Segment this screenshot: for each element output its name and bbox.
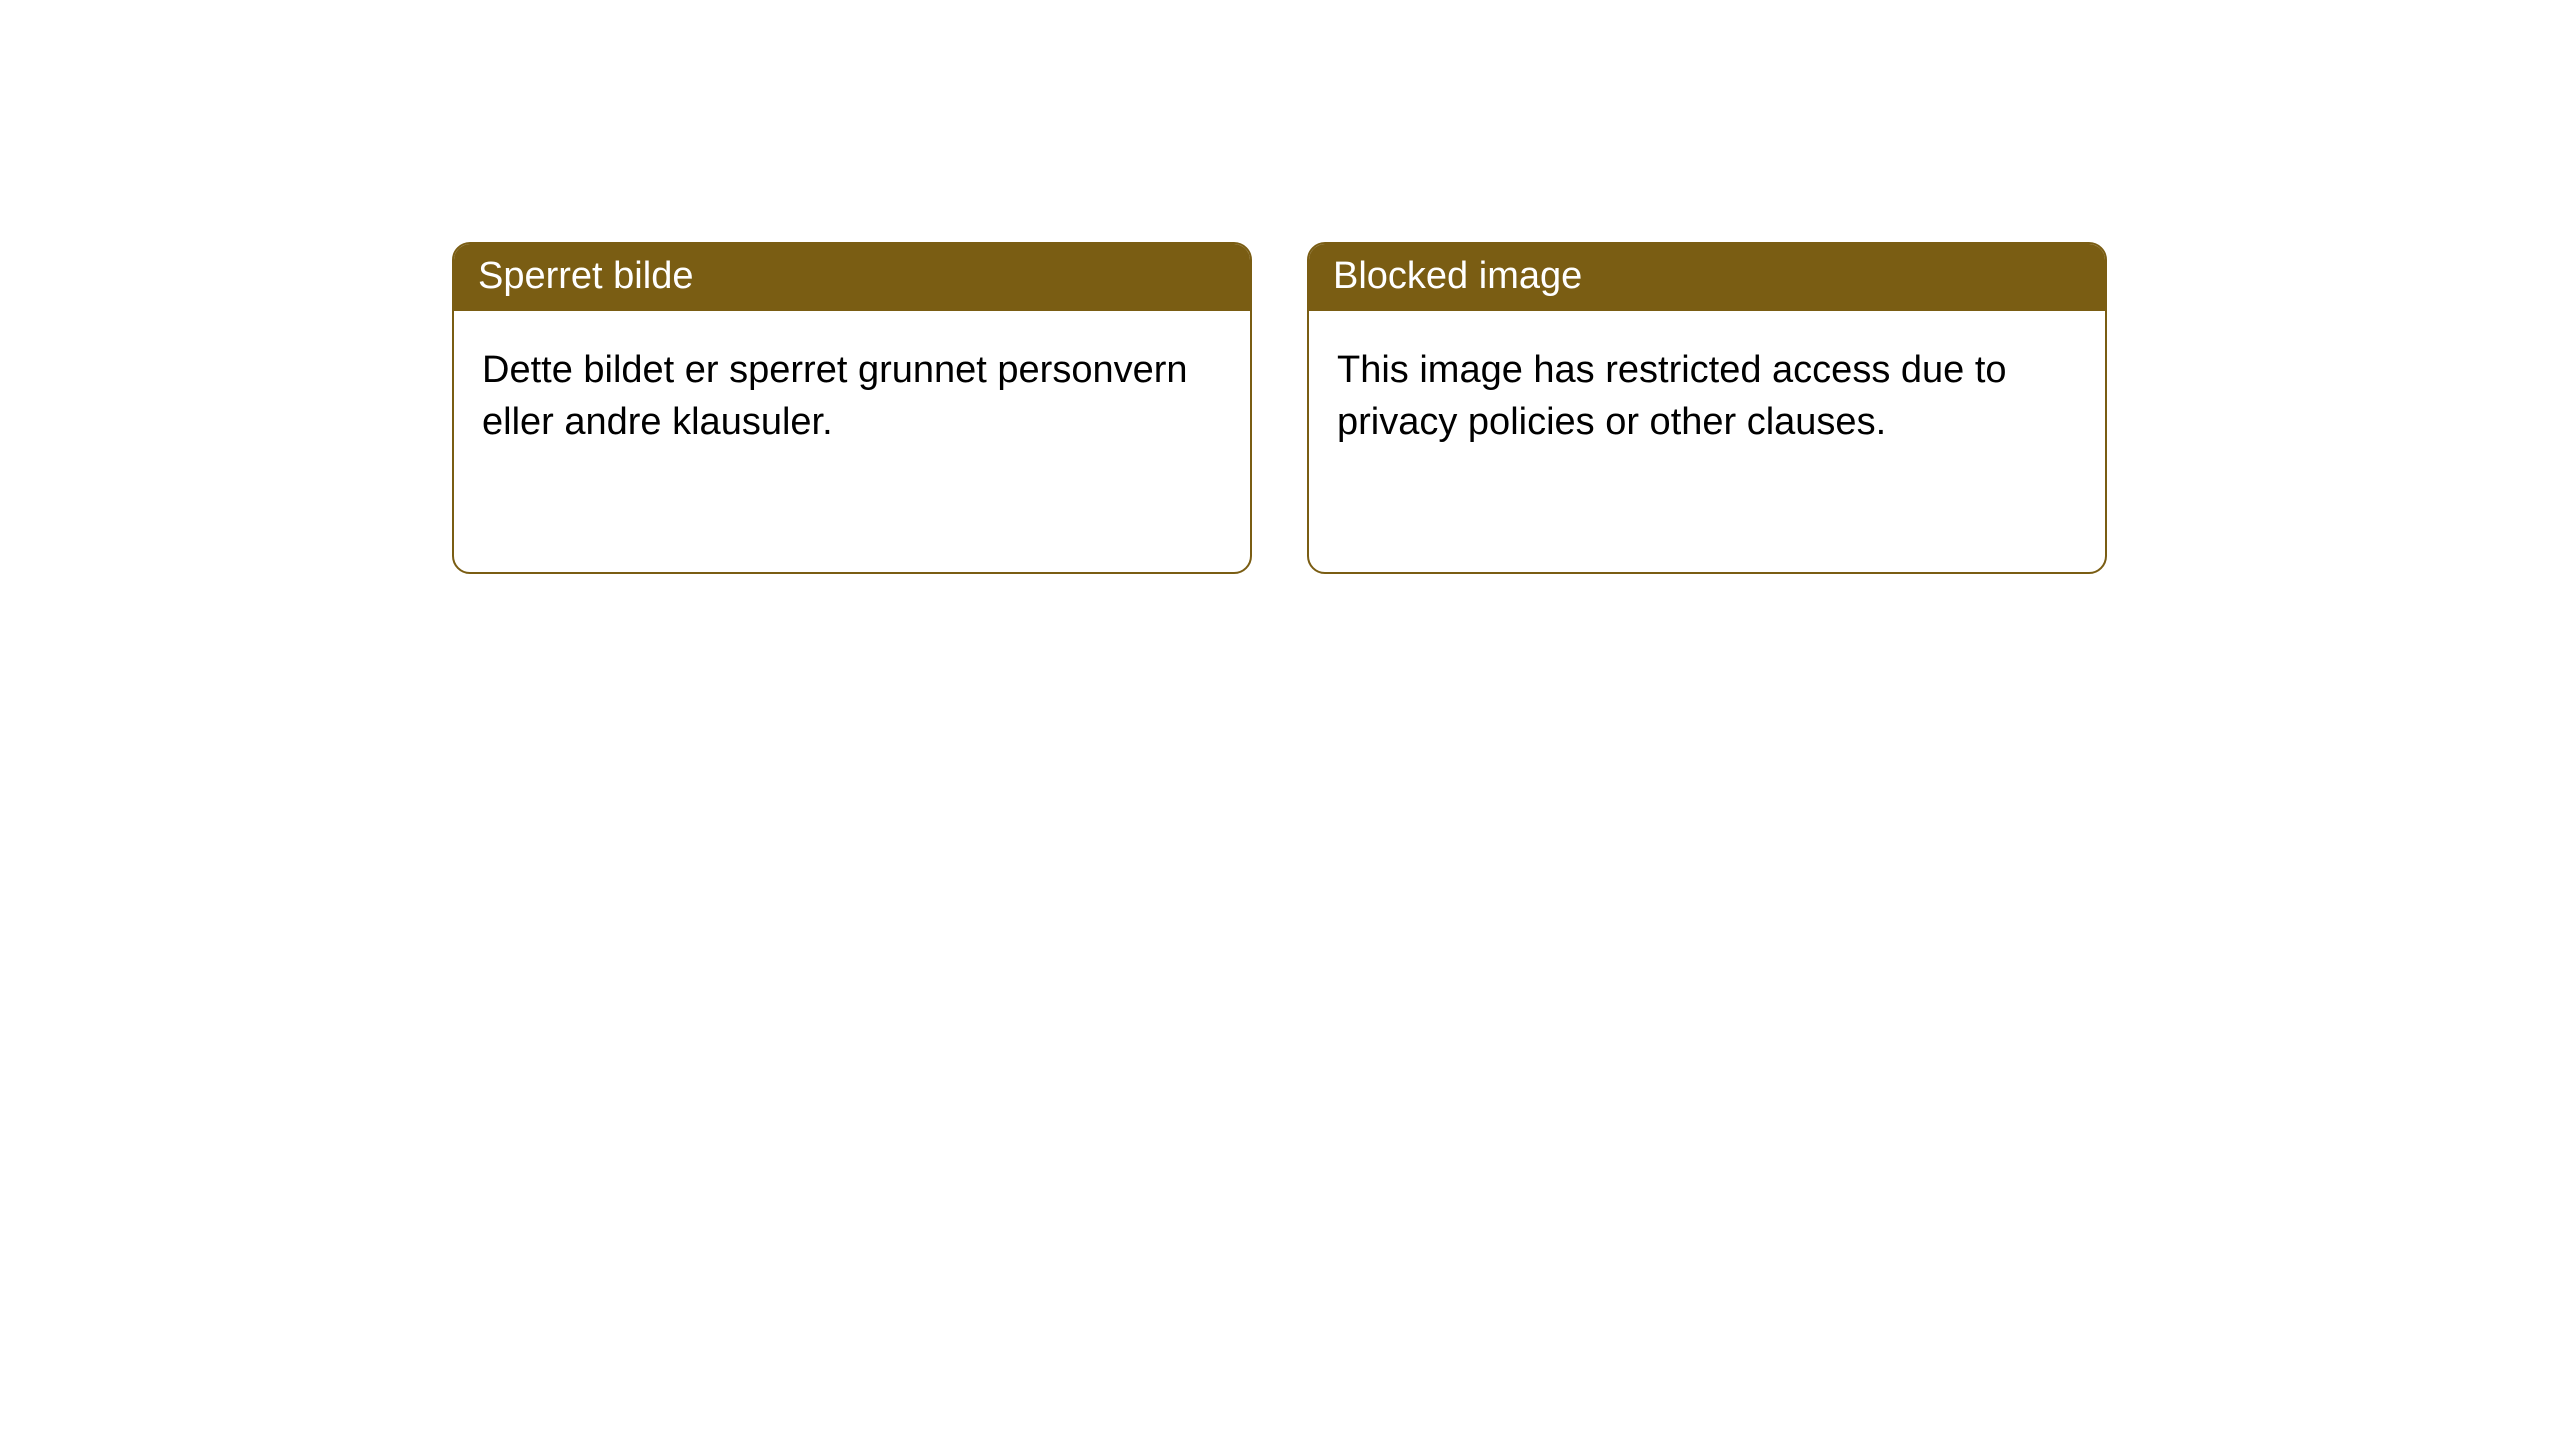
blocked-image-card-english: Blocked image This image has restricted …: [1307, 242, 2107, 574]
notice-container: Sperret bilde Dette bildet er sperret gr…: [0, 0, 2560, 574]
card-header-norwegian: Sperret bilde: [454, 244, 1250, 311]
blocked-image-card-norwegian: Sperret bilde Dette bildet er sperret gr…: [452, 242, 1252, 574]
card-body-norwegian: Dette bildet er sperret grunnet personve…: [454, 311, 1250, 482]
card-body-english: This image has restricted access due to …: [1309, 311, 2105, 482]
card-header-english: Blocked image: [1309, 244, 2105, 311]
